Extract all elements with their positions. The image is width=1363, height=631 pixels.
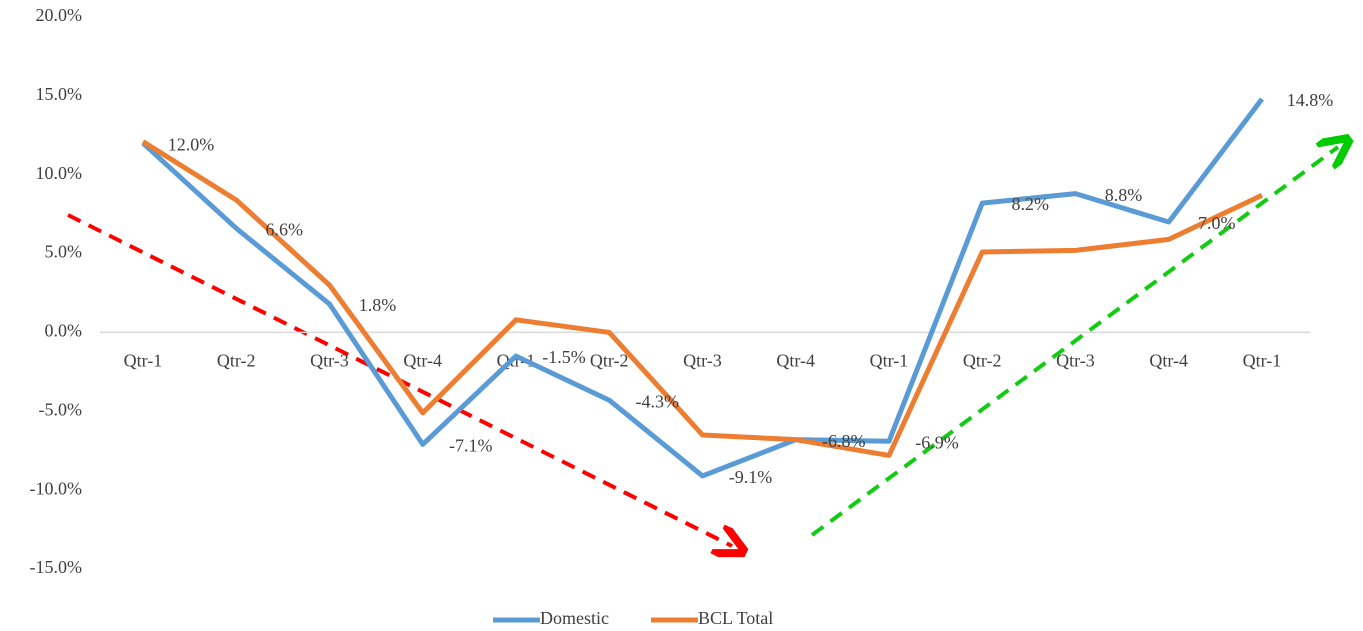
y-tick-label: 5.0% [45,242,83,262]
trend-arrow-up [810,147,1338,537]
data-label: 1.8% [359,295,397,315]
data-label: -4.3% [636,391,680,411]
legend-label: Domestic [540,608,609,628]
x-tick-label: Qtr-3 [683,351,722,371]
y-tick-label: 10.0% [36,163,83,183]
x-tick-label: Qtr-1 [124,351,163,371]
data-label: -6.9% [915,432,959,452]
x-tick-label: Qtr-3 [1056,351,1095,371]
x-tick-label: Qtr-4 [403,351,442,371]
y-tick-label: 20.0% [36,5,83,25]
x-tick-label: Qtr-4 [1149,351,1188,371]
x-tick-label: Qtr-1 [1243,351,1282,371]
line-series [141,139,1264,458]
data-label: 14.8% [1287,90,1334,110]
data-label: 12.0% [168,134,215,154]
data-label: 8.2% [1012,194,1050,214]
data-label: -9.1% [729,467,773,487]
y-tick-label: 15.0% [36,84,83,104]
data-label: 7.0% [1198,213,1236,233]
y-tick-label: -10.0% [30,478,83,498]
data-label: -1.5% [542,347,586,367]
y-tick-label: 0.0% [45,321,83,341]
x-tick-label: Qtr-3 [310,351,349,371]
x-tick-label: Qtr-1 [870,351,909,371]
line-series [141,97,1264,479]
y-tick-label: -5.0% [39,399,83,419]
x-tick-label: Qtr-4 [776,351,815,371]
x-tick-label: Qtr-2 [590,351,629,371]
data-label: -7.1% [449,436,493,456]
x-tick-label: Qtr-2 [963,351,1002,371]
y-tick-label: -15.0% [30,557,83,577]
x-tick-label: Qtr-2 [217,351,256,371]
data-label: -6.8% [822,431,866,451]
legend-label: BCL Total [698,608,773,628]
data-label: 8.8% [1105,185,1143,205]
data-label: 6.6% [266,219,304,239]
